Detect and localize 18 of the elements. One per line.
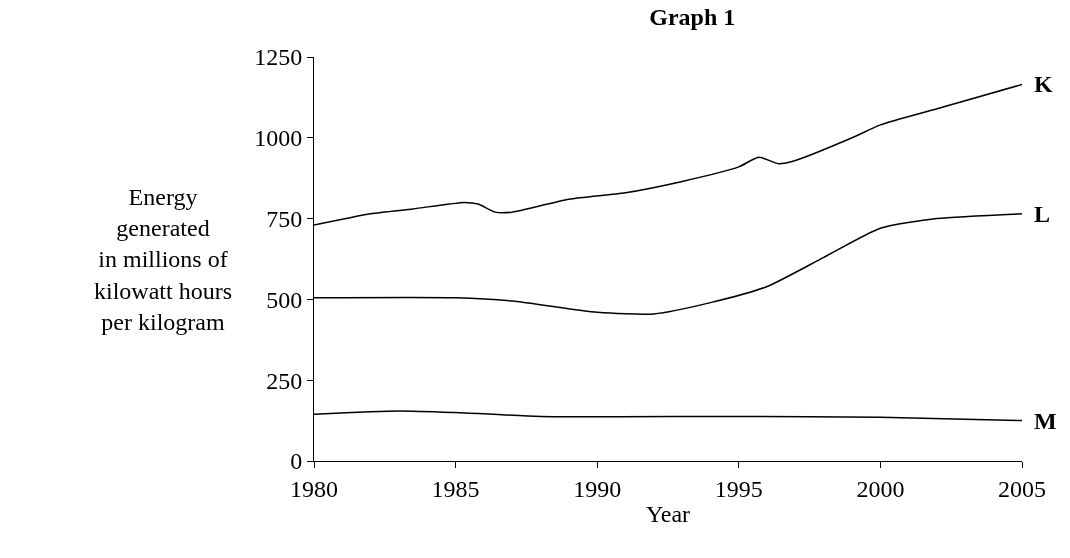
- chart-title: Graph 1: [649, 4, 736, 31]
- y-axis-title: Energy generated in millions of kilowatt hours per kilogram: [94, 184, 232, 335]
- x-tick-label: 2000: [856, 475, 905, 502]
- y-tick-label: 0: [290, 448, 303, 475]
- x-tick-label: 1990: [573, 475, 622, 502]
- x-tick-label: 1980: [290, 475, 338, 502]
- x-tick-label: 2005: [998, 475, 1046, 502]
- series-label: L: [1034, 201, 1051, 227]
- y-tick-label: 1000: [254, 125, 303, 152]
- y-tick-label: 1250: [254, 44, 303, 71]
- y-tick-label: 750: [266, 206, 303, 232]
- y-tick-label: 250: [266, 367, 303, 394]
- series-label: K: [1034, 71, 1053, 97]
- x-tick-label: 1985: [431, 475, 480, 502]
- x-tick-label: 1995: [714, 475, 763, 502]
- y-tick-label: 500: [266, 286, 303, 313]
- series-label: M: [1034, 408, 1057, 434]
- x-axis-title: Year: [645, 501, 691, 528]
